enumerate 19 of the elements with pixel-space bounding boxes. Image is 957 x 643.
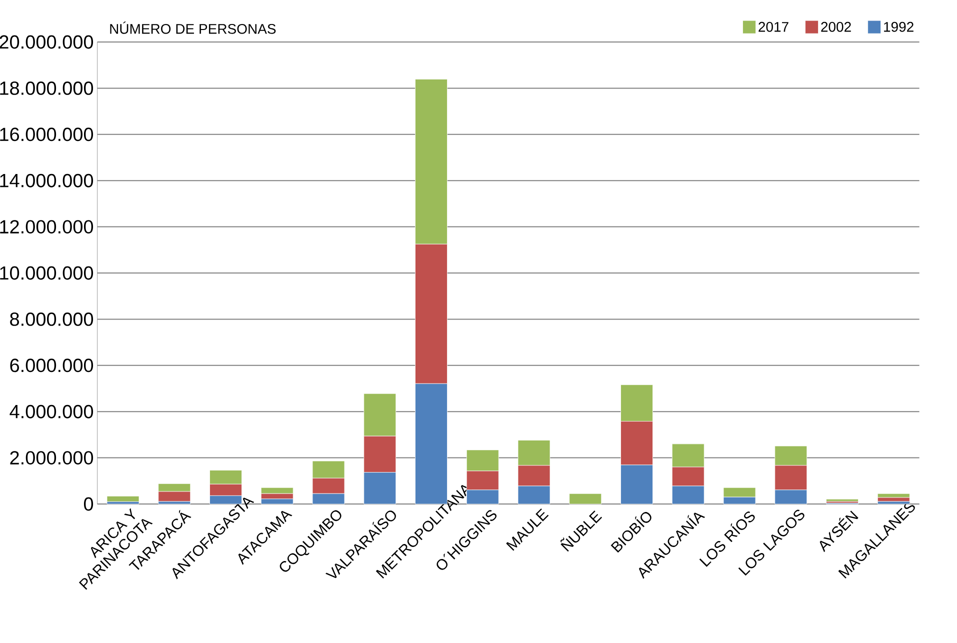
y-tick-label: 16.000.000 (0, 128, 94, 142)
y-tick-label: 8.000.000 (10, 312, 94, 326)
y-tick-label: 2.000.000 (10, 451, 94, 465)
bar (569, 493, 602, 504)
y-tick-label: 12.000.000 (0, 220, 94, 234)
bar (106, 496, 140, 502)
legend-label: 1992 (884, 22, 914, 32)
y-tick-label: 18.000.000 (0, 81, 94, 95)
y-tick-label: 20.000.000 (0, 35, 94, 49)
y-tick-label: 14.000.000 (0, 174, 94, 188)
legend-label: 2002 (821, 22, 851, 32)
y-tick-label: 0 (84, 497, 94, 511)
y-tick-label: 6.000.000 (10, 358, 94, 372)
y-tick-label: 4.000.000 (10, 404, 94, 418)
chart-title: NÚMERO DE PERSONAS (110, 22, 276, 34)
bar (877, 501, 910, 504)
y-tick-label: 10.000.000 (0, 266, 94, 280)
legend-label: 2017 (758, 22, 788, 32)
bar (877, 497, 910, 502)
